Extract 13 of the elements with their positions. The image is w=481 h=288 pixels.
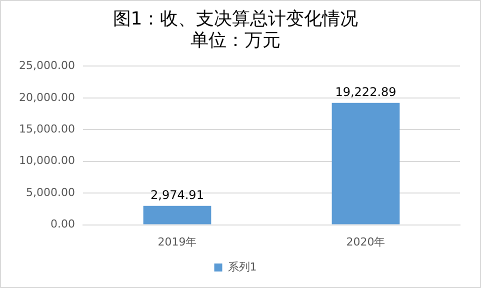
y-tick-label: 25,000.00 — [19, 59, 75, 72]
chart-title: 图1：收、支决算总计变化情况 — [112, 8, 358, 30]
x-tick-label: 2019年 — [158, 235, 197, 248]
legend-label: 系列1 — [228, 260, 257, 274]
data-label: 19,222.89 — [335, 84, 396, 99]
y-tick-label: 0.00 — [50, 218, 75, 231]
y-tick-label: 10,000.00 — [19, 154, 75, 168]
x-tick-label: 2020年 — [346, 235, 386, 248]
y-tick-label: 20,000.00 — [19, 90, 75, 104]
data-label: 2,974.91 — [150, 188, 204, 202]
y-tick-label: 5,000.00 — [26, 186, 75, 199]
y-tick-label: 15,000.00 — [19, 122, 75, 136]
chart-subtitle: 单位：万元 — [190, 30, 280, 52]
